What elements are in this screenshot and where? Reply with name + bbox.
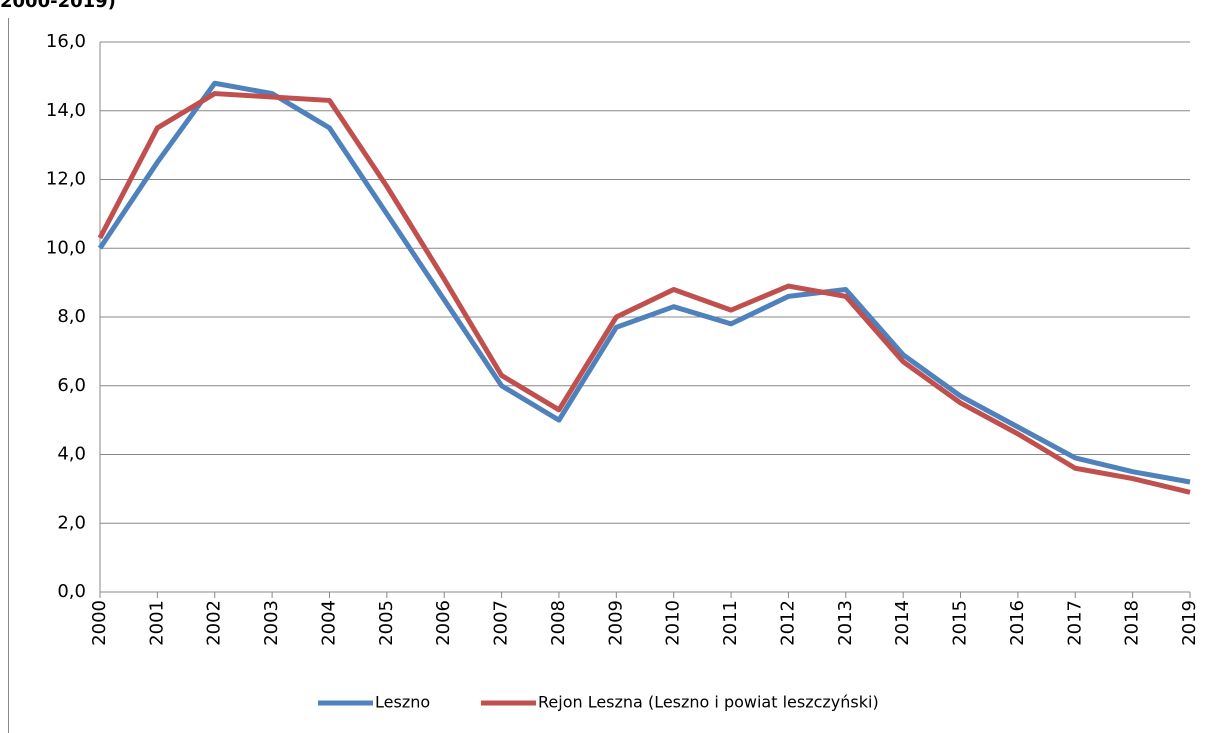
- y-tick-label: 16,0: [46, 31, 86, 52]
- x-tick-label: 2000: [89, 600, 110, 646]
- y-tick-label: 2,0: [57, 512, 86, 533]
- x-tick-label: 2008: [548, 600, 569, 646]
- x-tick-label: 2015: [950, 600, 971, 646]
- x-tick-label: 2003: [261, 600, 282, 646]
- x-tick-label: 2007: [491, 600, 512, 646]
- chart-title: 2000-2019): [0, 0, 116, 12]
- x-tick-label: 2011: [720, 600, 741, 646]
- y-tick-label: 6,0: [57, 375, 86, 396]
- x-tick-label: 2004: [318, 600, 339, 646]
- x-tick-label: 2001: [146, 600, 167, 646]
- legend-label: Leszno: [375, 693, 430, 712]
- series-line: [97, 91, 1191, 495]
- x-tick-label: 2009: [605, 600, 626, 646]
- x-tick-label: 2006: [433, 600, 454, 646]
- x-tick-label: 2005: [376, 600, 397, 646]
- series-line: [97, 80, 1191, 485]
- x-tick-label: 2014: [892, 600, 913, 646]
- x-tick-label: 2010: [663, 600, 684, 646]
- y-tick-label: 0,0: [57, 581, 86, 602]
- y-tick-label: 14,0: [46, 100, 86, 121]
- x-tick-label: 2013: [835, 600, 856, 646]
- y-tick-label: 10,0: [46, 237, 86, 258]
- x-tick-label: 2017: [1064, 600, 1085, 646]
- legend-label: Rejon Leszna (Leszno i powiat leszczyńsk…: [538, 693, 879, 712]
- x-tick-label: 2016: [1007, 600, 1028, 646]
- x-tick-label: 2002: [204, 600, 225, 646]
- y-tick-label: 4,0: [57, 444, 86, 465]
- x-tick-label: 2012: [777, 600, 798, 646]
- x-tick-label: 2019: [1179, 600, 1200, 646]
- x-tick-label: 2018: [1122, 600, 1143, 646]
- y-tick-label: 8,0: [57, 306, 86, 327]
- y-tick-label: 12,0: [46, 169, 86, 190]
